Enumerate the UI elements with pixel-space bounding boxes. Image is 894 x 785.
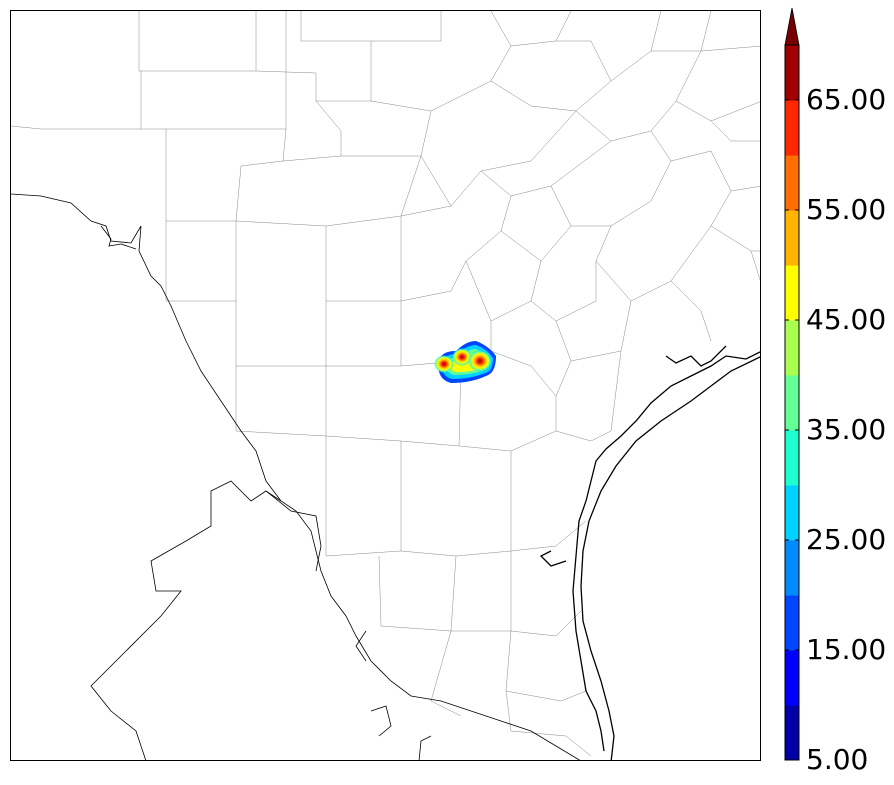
colorbar-label-5: 5.00 xyxy=(806,743,869,776)
colorbar-outline xyxy=(784,44,800,761)
storm-cell-1 xyxy=(434,355,454,373)
storm-cell-3 xyxy=(468,350,492,372)
colorbar-label-65: 65.00 xyxy=(806,83,887,116)
colorbar-segment xyxy=(785,705,799,761)
map-canvas xyxy=(11,11,760,760)
borders xyxy=(11,193,581,760)
colorbar-segment xyxy=(785,100,799,156)
colorbar-segment xyxy=(785,265,799,321)
colorbar-segment xyxy=(785,650,799,706)
colorbar-segment xyxy=(785,595,799,651)
colorbar-segment xyxy=(785,540,799,596)
colorbar-segment xyxy=(785,320,799,376)
colorbar-label-45: 45.00 xyxy=(806,303,887,336)
colorbar-label-15: 15.00 xyxy=(806,633,887,666)
storm-cells xyxy=(434,341,496,383)
colorbar-segment xyxy=(785,430,799,486)
map-panel xyxy=(10,10,761,761)
county-boundaries xyxy=(11,11,760,757)
colorbar-label-55: 55.00 xyxy=(806,193,887,226)
colorbar-segment xyxy=(785,210,799,266)
colorbar-label-35: 35.00 xyxy=(806,413,887,446)
colorbar-segment xyxy=(785,45,799,101)
colorbar-extend-arrow xyxy=(784,7,800,46)
colorbar-label-25: 25.00 xyxy=(806,523,887,556)
colorbar-segment xyxy=(785,375,799,431)
coastline xyxy=(539,345,760,760)
colorbar-segment xyxy=(785,155,799,211)
colorbar-segment xyxy=(785,485,799,541)
storm-cell-2 xyxy=(452,348,472,366)
